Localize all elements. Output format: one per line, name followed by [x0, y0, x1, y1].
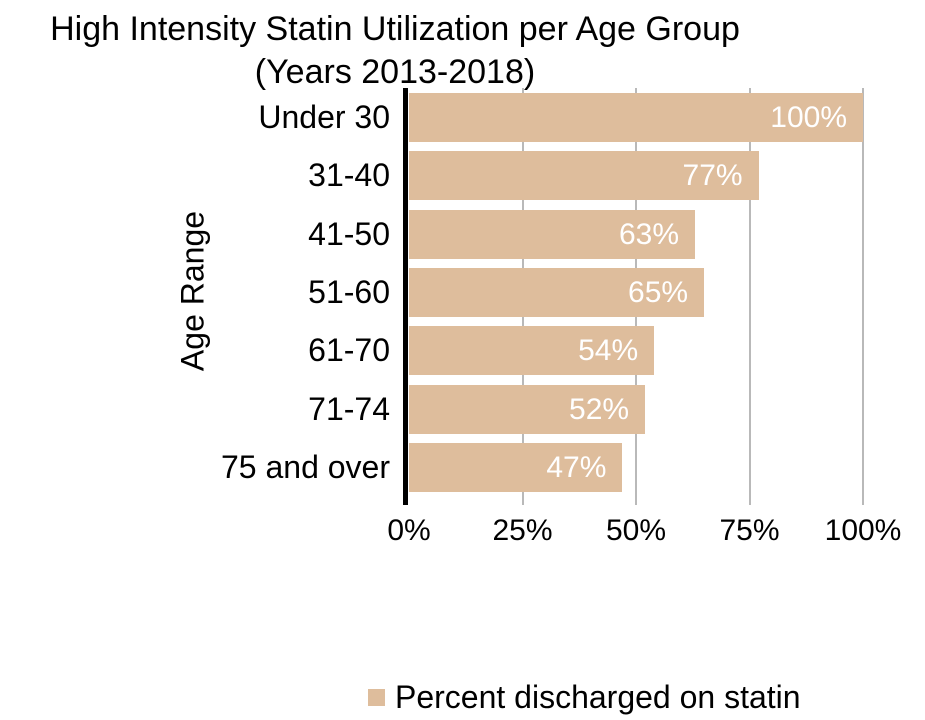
bar-value-label: 100% — [770, 101, 847, 134]
legend-label: Percent discharged on statin — [395, 678, 801, 715]
category-label: 75 and over — [220, 449, 390, 485]
bar-value-label: 54% — [578, 334, 639, 367]
category-label: 31-40 — [308, 157, 390, 193]
bar-value-label: 65% — [628, 276, 689, 309]
x-tick-label: 100% — [824, 514, 902, 547]
bar: 54% — [409, 326, 655, 375]
category-label: 41-50 — [308, 216, 390, 252]
x-tick-label: 0% — [387, 514, 431, 547]
bar: 65% — [409, 268, 705, 317]
y-axis-line — [403, 88, 408, 505]
category-label: Under 30 — [258, 99, 390, 135]
bar: 47% — [409, 443, 623, 492]
x-tick-label: 50% — [605, 514, 667, 547]
bar-value-label: 52% — [569, 393, 630, 426]
plot-area: 100% 77% 63% 65% 54% 52% 47% — [409, 88, 864, 505]
chart-title-line1: High Intensity Statin Utilization per Ag… — [50, 10, 740, 48]
legend: Percent discharged on statin — [368, 677, 801, 717]
category-label: 61-70 — [308, 332, 390, 368]
bar: 100% — [409, 93, 863, 142]
gridline — [862, 88, 864, 505]
legend-swatch-icon — [368, 688, 385, 706]
category-label: 51-60 — [308, 274, 390, 310]
bar-value-label: 77% — [682, 159, 743, 192]
x-tick-label: 75% — [719, 514, 780, 547]
gridline — [748, 88, 751, 505]
bar: 77% — [409, 151, 759, 200]
category-axis-labels: Under 30 31-40 41-50 51-60 61-70 71-74 75 and … — [150, 88, 398, 505]
chart-title: High Intensity Statin Utilization per Ag… — [0, 8, 790, 94]
bar-value-label: 63% — [618, 218, 680, 251]
chart-title-line2: (Years 2013-2018) — [254, 53, 536, 91]
category-label: 71-74 — [308, 391, 390, 427]
x-tick-label: 25% — [492, 514, 553, 547]
bar-value-label: 47% — [546, 451, 607, 484]
bar: 63% — [409, 210, 696, 259]
bar: 52% — [409, 385, 646, 434]
